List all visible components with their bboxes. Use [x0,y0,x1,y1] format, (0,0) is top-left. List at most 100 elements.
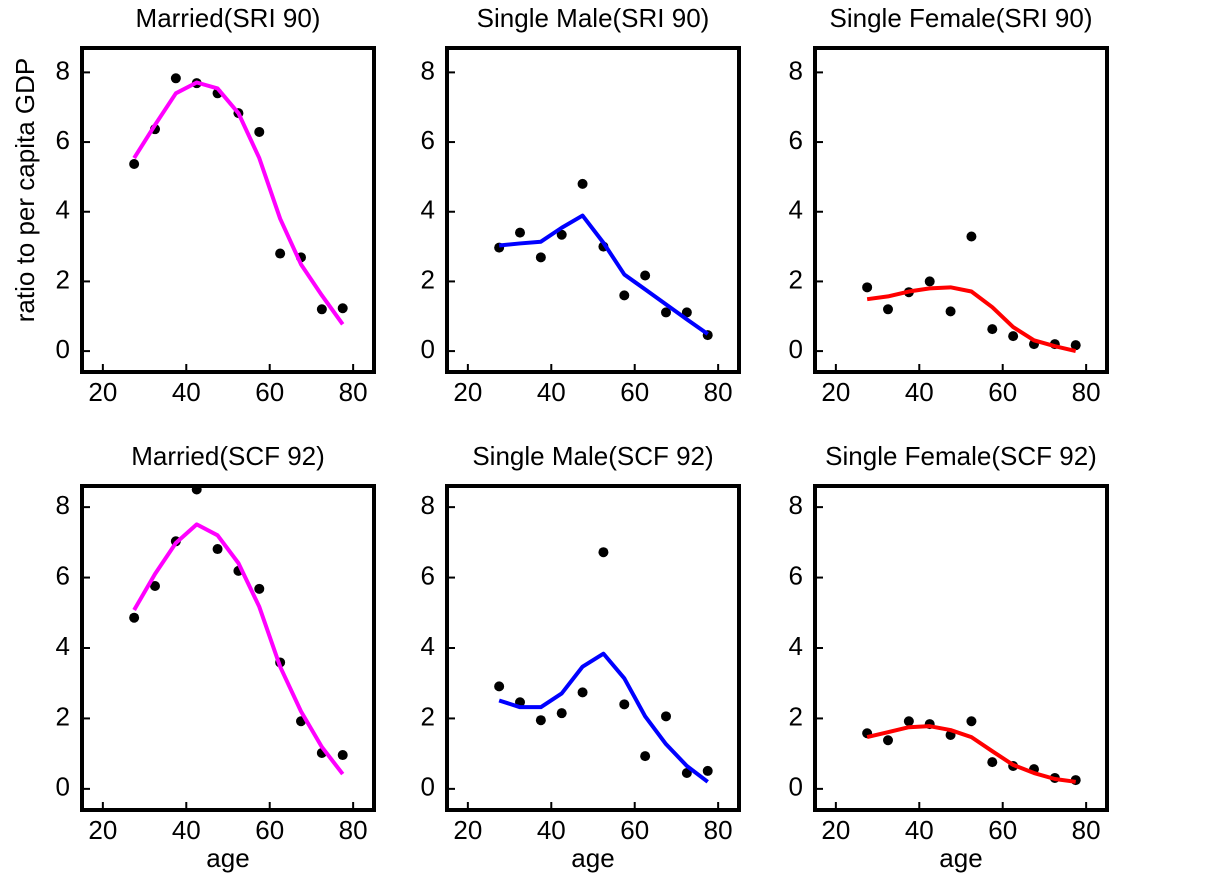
x-tick-label: 40 [537,377,566,407]
x-tick-label: 60 [988,377,1017,407]
y-tick-label: 2 [421,701,435,731]
x-tick-label: 80 [339,815,368,845]
x-tick-label: 60 [620,377,649,407]
y-tick-label: 6 [421,560,435,590]
data-point [1070,340,1081,351]
y-tick-label: 8 [56,490,70,520]
y-tick-label: 8 [421,490,435,520]
data-point [129,159,140,170]
x-tick-label: 80 [1072,377,1101,407]
subplot: Single Male(SRI 90) 0 2 4 6 8 20 40 60 80 [421,3,741,407]
x-tick-label: 40 [905,815,934,845]
x-axis-label: age [939,843,982,873]
subplot-title: Single Male(SCF 92) [472,441,713,471]
y-axis-label: ratio to per capita GDP [10,58,40,322]
y-tick-label: 0 [789,772,803,802]
subplot: Single Female(SRI 90) 0 2 4 6 8 20 40 60 80 [789,3,1109,407]
data-line [498,651,709,784]
y-tick-label: 8 [421,55,435,85]
data-line [132,522,345,776]
x-tick-label: 20 [88,815,117,845]
data-point [170,73,181,84]
data-point [535,252,546,263]
subplot: Single Male(SCF 92) age 0 2 4 6 8 20 40 60 80 [421,441,741,873]
data-point [556,229,567,240]
y-tick-label: 4 [56,631,70,661]
y-tick-label: 6 [421,125,435,155]
data-point [903,716,914,727]
y-tick-label: 4 [789,195,803,225]
data-point [681,307,692,318]
data-point [535,715,546,726]
plot-frame [813,484,1109,812]
data-point [640,751,651,762]
data-point [191,484,202,495]
x-tick-label: 60 [255,815,284,845]
data-line [866,285,1077,354]
x-tick-label: 60 [255,377,284,407]
data-point [275,248,286,259]
y-tick-label: 4 [421,195,435,225]
data-point [494,681,505,692]
data-point [640,270,651,281]
x-tick-label: 40 [172,377,201,407]
y-tick-label: 6 [789,560,803,590]
y-tick-label: 6 [56,125,70,155]
y-tick-label: 6 [56,560,70,590]
y-tick-label: 4 [789,631,803,661]
x-tick-label: 60 [620,815,649,845]
data-point [987,757,998,768]
y-tick-label: 4 [421,631,435,661]
data-line [498,213,709,336]
data-point [129,612,140,623]
subplot-title: Single Female(SRI 90) [830,3,1093,33]
data-point [945,306,956,317]
y-tick-label: 8 [789,490,803,520]
x-tick-label: 80 [339,377,368,407]
y-tick-label: 2 [56,264,70,294]
subplot: Married(SRI 90) ratio to per capita GDP 0 2… [10,3,376,407]
y-tick-label: 6 [789,125,803,155]
plot-frame [445,484,741,812]
data-point [556,708,567,719]
y-tick-label: 2 [56,701,70,731]
data-point [619,290,630,301]
y-tick-label: 0 [421,772,435,802]
data-point [702,765,713,776]
plot-frame [80,46,376,374]
data-point [966,231,977,242]
y-tick-label: 0 [789,334,803,364]
x-tick-label: 80 [704,815,733,845]
x-tick-label: 20 [821,377,850,407]
subplot-title: Married(SRI 90) [136,3,321,33]
y-tick-label: 0 [56,334,70,364]
y-tick-label: 4 [56,195,70,225]
data-point [661,307,671,318]
data-point [254,126,265,137]
y-tick-label: 2 [789,264,803,294]
data-point [883,304,893,315]
plot-frame [813,46,1109,374]
data-line [132,80,345,326]
data-point [316,304,327,315]
plot-frame [445,46,741,374]
subplot-title: Married(SCF 92) [131,441,325,471]
data-point [1008,331,1019,342]
x-tick-label: 40 [537,815,566,845]
subplot: Married(SCF 92) age 0 2 4 6 8 20 40 60 80 [56,441,376,873]
y-tick-label: 8 [56,55,70,85]
data-point [924,276,935,287]
subplot: Single Female(SCF 92) age 0 2 4 6 8 20 40 60 80 [789,441,1109,873]
data-point [337,303,348,314]
data-point [619,699,630,710]
data-point [515,227,525,238]
data-point [150,581,160,592]
x-axis-label: age [206,843,249,873]
x-tick-label: 20 [453,815,482,845]
subplot-title: Single Female(SCF 92) [825,441,1097,471]
data-point [681,768,692,779]
x-tick-label: 20 [821,815,850,845]
x-tick-label: 40 [905,377,934,407]
x-tick-label: 80 [1072,815,1101,845]
